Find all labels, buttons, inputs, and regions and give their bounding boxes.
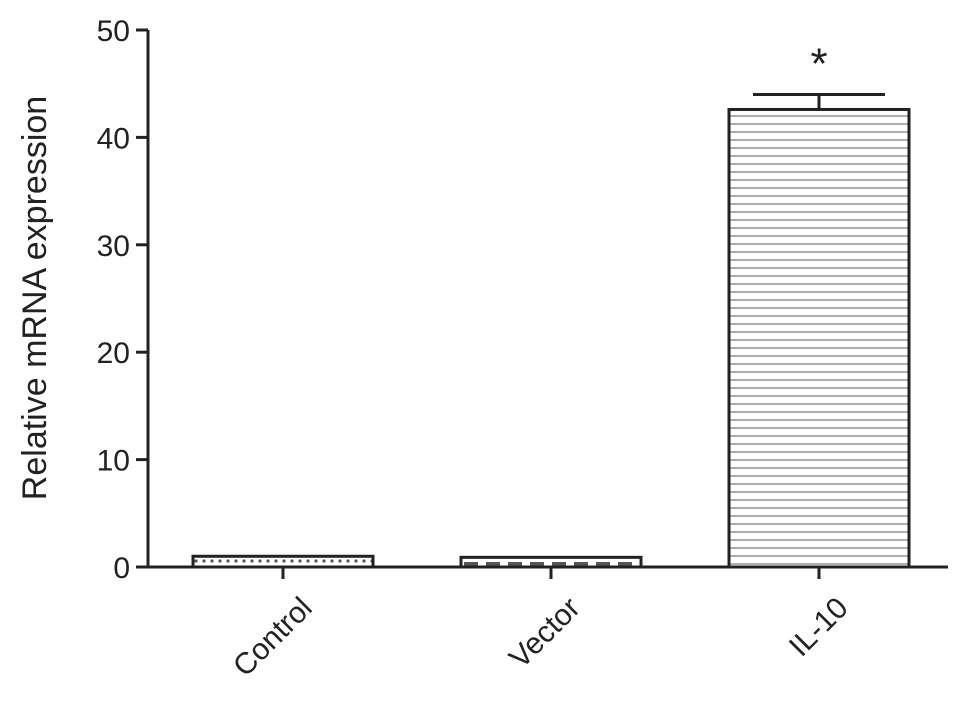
x-tick-label: Vector	[503, 591, 586, 674]
y-tick-label: 50	[97, 15, 130, 48]
bar	[191, 554, 375, 569]
x-tick-label: Control	[227, 591, 319, 683]
bar	[727, 107, 911, 569]
y-tick-label: 10	[97, 445, 130, 478]
x-tick-label: IL-10	[783, 591, 855, 663]
y-tick-label: 30	[97, 230, 130, 263]
y-axis-title: Relative mRNA expression	[16, 96, 54, 500]
y-tick-label: 40	[97, 122, 130, 155]
annotation: *	[810, 39, 827, 88]
y-tick-label: 20	[97, 337, 130, 370]
y-tick-label: 0	[113, 552, 130, 585]
bar	[459, 555, 643, 569]
